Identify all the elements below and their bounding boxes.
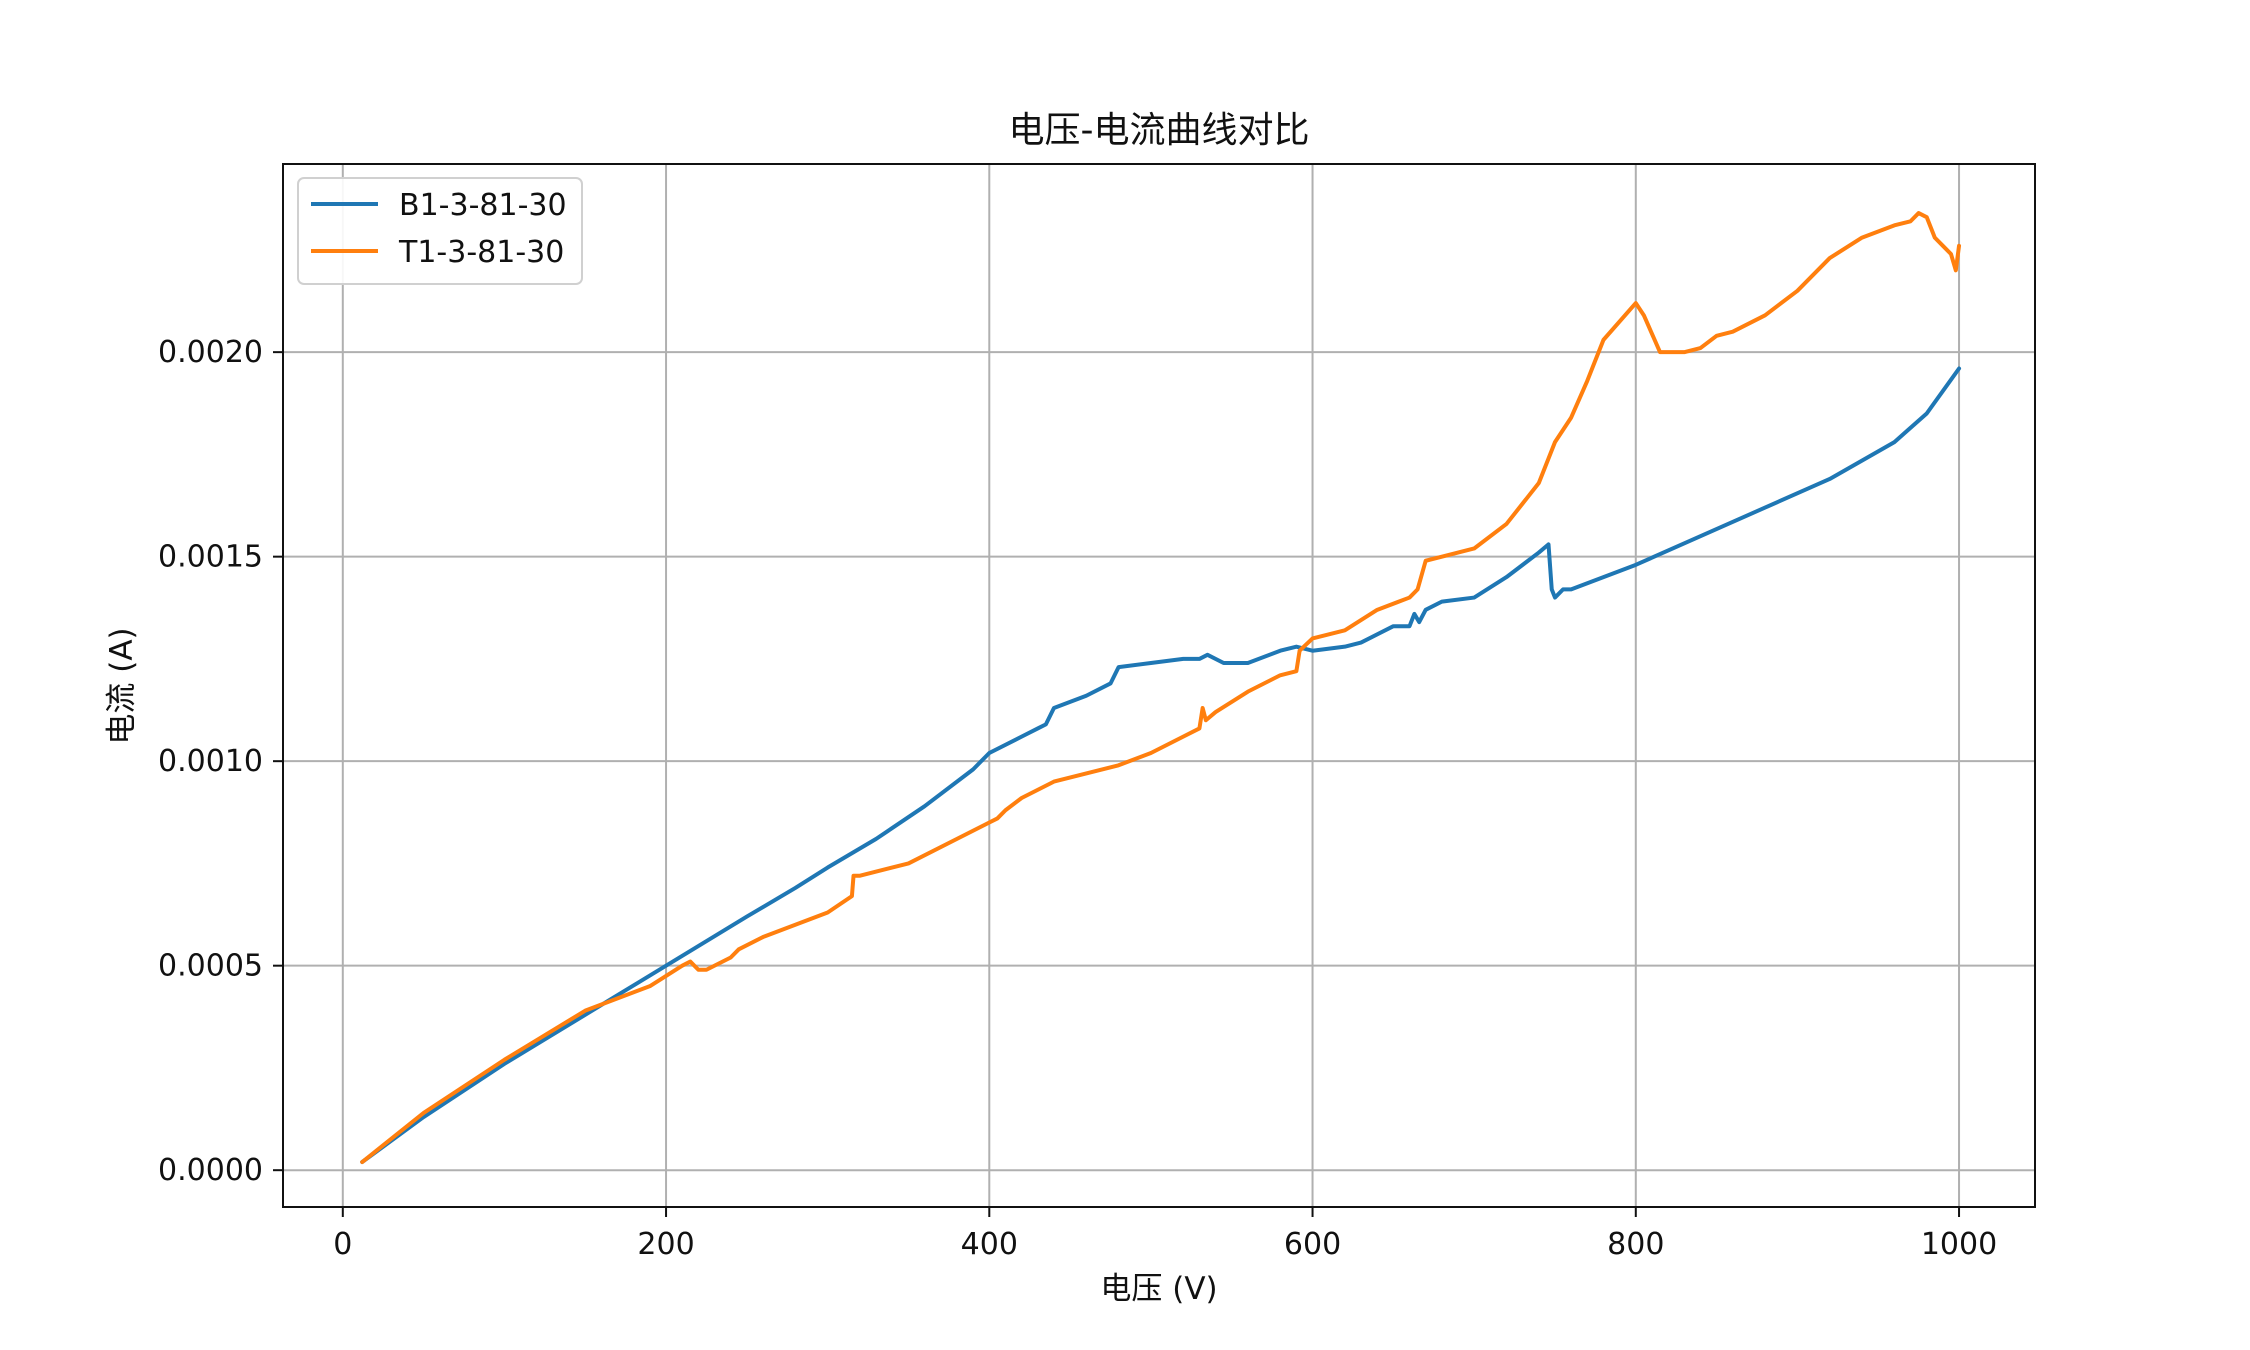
x-tick-label: 1000 — [1921, 1227, 1997, 1262]
grid-layer — [283, 164, 2035, 1207]
legend-label-t1: T1-3-81-30 — [398, 235, 564, 270]
tick-layer: 0 200 400 600 800 1000 0.0000 0.0005 0.0010 0.001… — [158, 335, 1997, 1262]
series-line-t1 — [360, 211, 1962, 1165]
x-tick-label: 800 — [1607, 1227, 1664, 1262]
y-axis-title: 电流 (A) — [104, 627, 140, 744]
y-tick-label: 0.0005 — [158, 949, 263, 984]
x-axis-title: 电压 (V) — [1100, 1271, 1217, 1307]
x-tick-label: 200 — [637, 1227, 694, 1262]
series-line-b1 — [360, 366, 1962, 1165]
x-tick-label: 600 — [1284, 1227, 1341, 1262]
y-tick-label: 0.0020 — [158, 335, 263, 370]
y-tick-label: 0.0010 — [158, 744, 263, 779]
plot-frame — [282, 163, 2036, 1208]
y-tick-label: 0.0000 — [158, 1153, 263, 1188]
y-tick-label: 0.0015 — [158, 540, 263, 575]
legend: B1-3-81-30 T1-3-81-30 — [297, 177, 583, 285]
legend-label-b1: B1-3-81-30 — [399, 188, 567, 223]
x-tick-label: 0 — [333, 1227, 352, 1262]
series-layer — [360, 211, 1962, 1165]
chart-title: 电压-电流曲线对比 — [1009, 110, 1310, 151]
x-tick-label: 400 — [961, 1227, 1018, 1262]
